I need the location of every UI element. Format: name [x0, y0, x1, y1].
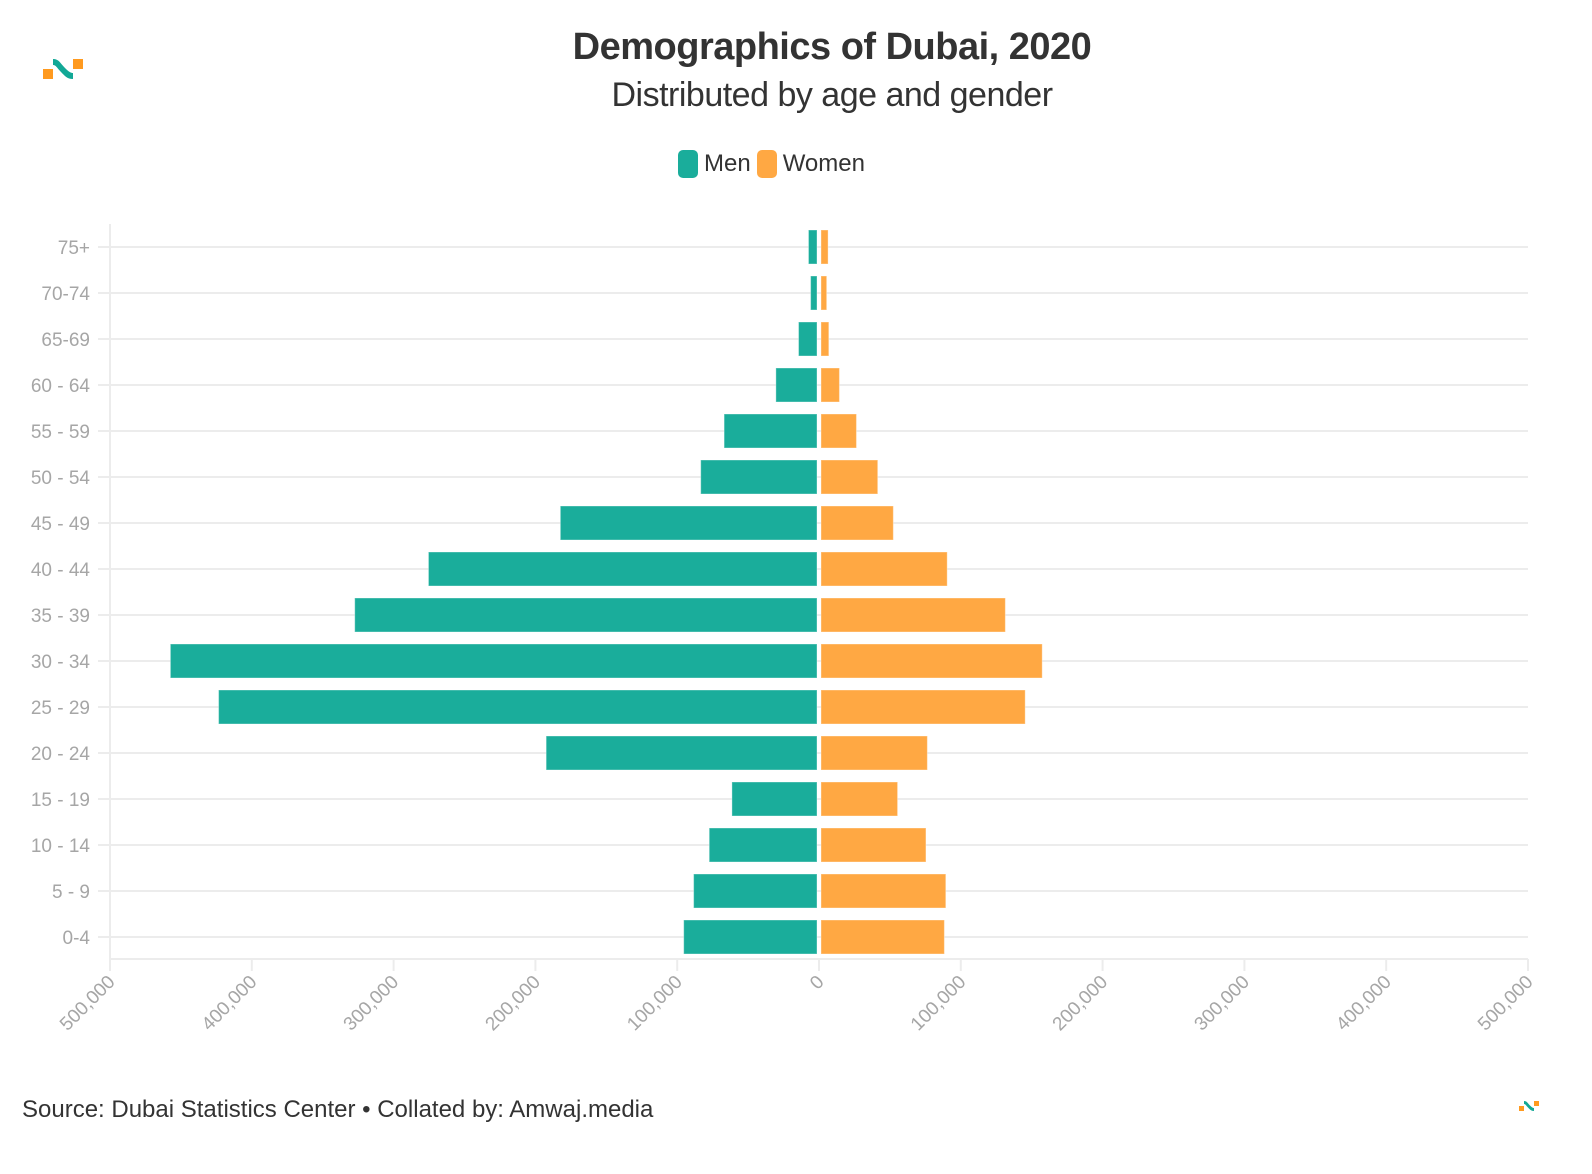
- source-note: Source: Dubai Statistics Center • Collat…: [22, 1096, 654, 1123]
- bar-men-55-59[interactable]: [723, 413, 818, 449]
- bar-women-25-29[interactable]: [820, 689, 1026, 725]
- bar-women-0-4[interactable]: [820, 919, 945, 955]
- bar-women-55-59[interactable]: [820, 413, 857, 449]
- bar-women-45-49[interactable]: [820, 505, 894, 541]
- bar-women-50-54[interactable]: [820, 459, 879, 495]
- x-tick-label: 500,000: [1474, 972, 1537, 1035]
- amwaj-logo-small-icon: [1519, 1101, 1539, 1111]
- x-tick-label: 0: [806, 972, 828, 994]
- bar-men-40-44[interactable]: [427, 551, 818, 587]
- bar-men-35-39[interactable]: [354, 597, 818, 633]
- legend-label-women: Women: [782, 150, 865, 177]
- bar-women-15-19[interactable]: [820, 781, 899, 817]
- bar-women-60-64[interactable]: [820, 367, 840, 403]
- x-tick-label: 100,000: [623, 972, 686, 1035]
- y-tick-label: 70-74: [41, 284, 90, 305]
- legend: Men Women: [678, 150, 871, 178]
- x-tick-label: 400,000: [1332, 972, 1395, 1035]
- bar-men-20-24[interactable]: [545, 735, 818, 771]
- x-tick-label: 200,000: [482, 972, 545, 1035]
- legend-item-men[interactable]: Men: [678, 150, 751, 178]
- bar-men-45-49[interactable]: [559, 505, 818, 541]
- legend-swatch-men: [678, 150, 698, 178]
- bar-women-40-44[interactable]: [820, 551, 948, 587]
- y-tick-label: 30 - 34: [31, 652, 91, 673]
- chart-title: Demographics of Dubai, 2020: [572, 26, 1092, 68]
- y-tick-label: 65-69: [41, 330, 90, 351]
- bar-men-5-9[interactable]: [693, 873, 818, 909]
- x-tick-label: 300,000: [340, 972, 403, 1035]
- bar-women-70-74[interactable]: [820, 275, 828, 311]
- y-tick-label: 60 - 64: [31, 376, 91, 397]
- bar-women-5-9[interactable]: [820, 873, 947, 909]
- bar-women-10-14[interactable]: [820, 827, 927, 863]
- bar-men-50-54[interactable]: [700, 459, 818, 495]
- y-tick-label: 35 - 39: [31, 606, 90, 627]
- y-tick-label: 0-4: [63, 928, 91, 949]
- bar-men-30-34[interactable]: [169, 643, 818, 679]
- y-tick-label: 40 - 44: [31, 560, 91, 581]
- legend-label-men: Men: [704, 150, 751, 177]
- y-tick-label: 25 - 29: [31, 698, 90, 719]
- y-tick-label: 5 - 9: [52, 882, 90, 903]
- bars: [169, 229, 1043, 955]
- bar-men-65-69[interactable]: [798, 321, 818, 357]
- y-tick-label: 50 - 54: [31, 468, 91, 489]
- bar-men-75+[interactable]: [807, 229, 818, 265]
- chart-subtitle: Distributed by age and gender: [611, 76, 1053, 114]
- y-tick-label: 20 - 24: [31, 744, 91, 765]
- bar-men-0-4[interactable]: [683, 919, 818, 955]
- y-tick-label: 55 - 59: [31, 422, 90, 443]
- x-axis: 500,000 400,000 300,000 200,000 100,000 0 100,…: [56, 958, 1538, 1035]
- bar-women-75+[interactable]: [820, 229, 829, 265]
- bar-women-35-39[interactable]: [820, 597, 1006, 633]
- bar-women-65-69[interactable]: [820, 321, 830, 357]
- bar-men-25-29[interactable]: [218, 689, 818, 725]
- y-tick-label: 10 - 14: [31, 836, 91, 857]
- x-tick-label: 100,000: [907, 972, 970, 1035]
- x-tick-label: 300,000: [1191, 972, 1254, 1035]
- legend-item-women[interactable]: Women: [756, 150, 865, 178]
- bar-men-15-19[interactable]: [731, 781, 818, 817]
- bar-women-20-24[interactable]: [820, 735, 928, 771]
- x-tick-label: 500,000: [56, 972, 119, 1035]
- y-tick-label: 45 - 49: [31, 514, 90, 535]
- legend-swatch-women: [756, 150, 777, 178]
- amwaj-logo-icon: [43, 59, 83, 79]
- bar-men-60-64[interactable]: [775, 367, 818, 403]
- bar-men-10-14[interactable]: [708, 827, 818, 863]
- bar-women-30-34[interactable]: [820, 643, 1043, 679]
- x-tick-label: 400,000: [198, 972, 261, 1035]
- y-tick-label: 15 - 19: [31, 790, 90, 811]
- bar-men-70-74[interactable]: [810, 275, 818, 311]
- y-tick-label: 75+: [58, 238, 90, 259]
- y-axis: 75+ 70-74 65-69 60 - 64 55 - 59 50 - 54 45 - 4…: [31, 238, 91, 949]
- x-tick-label: 200,000: [1049, 972, 1112, 1035]
